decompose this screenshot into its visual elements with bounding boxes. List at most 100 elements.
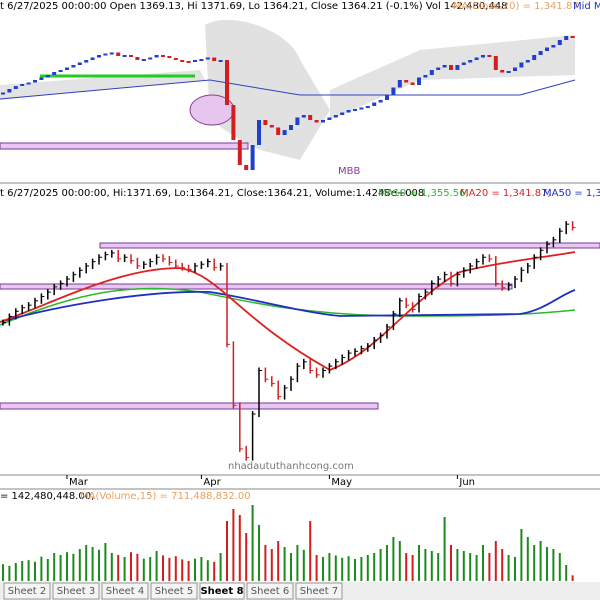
- candle: [487, 55, 492, 57]
- volume-bar: [78, 549, 81, 581]
- volume-bar: [392, 537, 395, 581]
- mid-line: [0, 79, 211, 100]
- tab[interactable]: [3, 582, 51, 600]
- candle: [468, 60, 473, 63]
- ma50-line: [0, 287, 576, 326]
- volume-bar: [72, 553, 75, 581]
- candle: [506, 71, 511, 73]
- tab-label[interactable]: Sheet 4: [106, 586, 144, 597]
- tab-label[interactable]: Sheet 3: [57, 586, 95, 597]
- candle: [33, 80, 37, 83]
- volume-bar: [251, 505, 254, 581]
- volume-bar: [373, 553, 376, 581]
- volume-bar: [443, 517, 446, 581]
- volume-bar: [398, 541, 401, 581]
- volume-bar: [277, 541, 280, 581]
- candle: [154, 55, 159, 58]
- tab-label[interactable]: Sheet 7: [300, 586, 338, 597]
- mid-line: [519, 79, 576, 96]
- volume-bar: [258, 525, 260, 581]
- candle: [97, 55, 101, 58]
- volume-bar: [379, 549, 382, 581]
- volume-bar: [270, 549, 273, 581]
- candle: [276, 127, 281, 135]
- header-text: t 6/27/2025 00:00:00, Hi:1371.69, Lo:136…: [0, 188, 424, 199]
- candle: [90, 57, 95, 60]
- candle: [570, 36, 575, 38]
- candle: [404, 80, 409, 83]
- volume-bar: [488, 553, 491, 581]
- volume-bar: [149, 557, 152, 581]
- tab[interactable]: [246, 582, 294, 600]
- candle: [423, 75, 428, 78]
- candle: [340, 112, 345, 115]
- x-tick-label: Jun: [458, 477, 475, 488]
- candle: [455, 65, 460, 70]
- volume-bar: [219, 553, 222, 581]
- volume-bar: [514, 557, 516, 581]
- volume-bar: [520, 529, 523, 581]
- volume-bar: [226, 521, 228, 581]
- tab[interactable]: [295, 582, 343, 600]
- candle: [225, 60, 229, 105]
- candle: [333, 115, 338, 118]
- tab-label[interactable]: Sheet 5: [155, 586, 193, 597]
- candle: [301, 115, 306, 118]
- tabs: Sheet 2 Sheet 3 Sheet 4 Sheet 5 Sheet 8 Sheet…: [3, 582, 343, 600]
- tab-label[interactable]: Sheet 2: [8, 586, 46, 597]
- candle: [1, 92, 5, 95]
- watermark: nhadaututhanhcong.com: [228, 461, 354, 472]
- candle: [173, 58, 178, 60]
- volume-bar: [450, 545, 452, 581]
- candle: [519, 62, 524, 68]
- header-text: = 142,480,448.00,: [0, 491, 94, 502]
- candle: [7, 89, 12, 93]
- candle: [429, 70, 434, 75]
- volume-bar: [206, 560, 209, 581]
- candle: [218, 60, 223, 62]
- candle: [314, 120, 319, 123]
- candle: [205, 57, 210, 60]
- tab[interactable]: [52, 582, 100, 600]
- candle: [532, 55, 537, 60]
- candle: [365, 106, 370, 108]
- volume-bar: [424, 549, 427, 581]
- volume-bar: [456, 549, 459, 581]
- header-text: t 6/27/2025 00:00:00 Open 1369.13, Hi 13…: [0, 1, 508, 12]
- candle: [244, 165, 249, 170]
- candle: [397, 80, 402, 88]
- volume-bar: [85, 545, 88, 581]
- candle: [199, 59, 204, 61]
- candle: [557, 40, 562, 45]
- volume-bar: [334, 555, 337, 581]
- candle: [13, 86, 18, 89]
- x-tick-label: May: [331, 477, 352, 488]
- candle: [129, 55, 133, 57]
- tab[interactable]: [150, 582, 198, 600]
- volume-bar: [200, 557, 203, 581]
- volume-bar: [117, 555, 120, 581]
- ma20-line: [0, 251, 576, 371]
- tab-label[interactable]: Sheet 6: [251, 586, 289, 597]
- bollinger-band: [0, 35, 575, 120]
- candle: [545, 47, 549, 51]
- candle: [481, 55, 485, 58]
- tab[interactable]: [199, 582, 245, 600]
- volume-bar: [136, 553, 139, 581]
- volume-bar: [2, 564, 4, 581]
- volume-bar: [232, 509, 235, 581]
- tab-label[interactable]: Sheet 8: [200, 586, 243, 597]
- ma-line: [0, 289, 576, 323]
- volume-bar: [66, 552, 68, 581]
- volume-bar: [526, 537, 529, 581]
- volume-bar: [155, 551, 158, 581]
- tab[interactable]: [101, 582, 149, 600]
- volume-bar: [245, 533, 248, 581]
- candle: [135, 57, 140, 60]
- volume-bar: [552, 549, 555, 581]
- candle: [116, 52, 121, 56]
- candle: [321, 120, 325, 123]
- candle: [186, 61, 191, 63]
- header-mid: Mid M: [573, 1, 600, 12]
- candle: [84, 60, 89, 63]
